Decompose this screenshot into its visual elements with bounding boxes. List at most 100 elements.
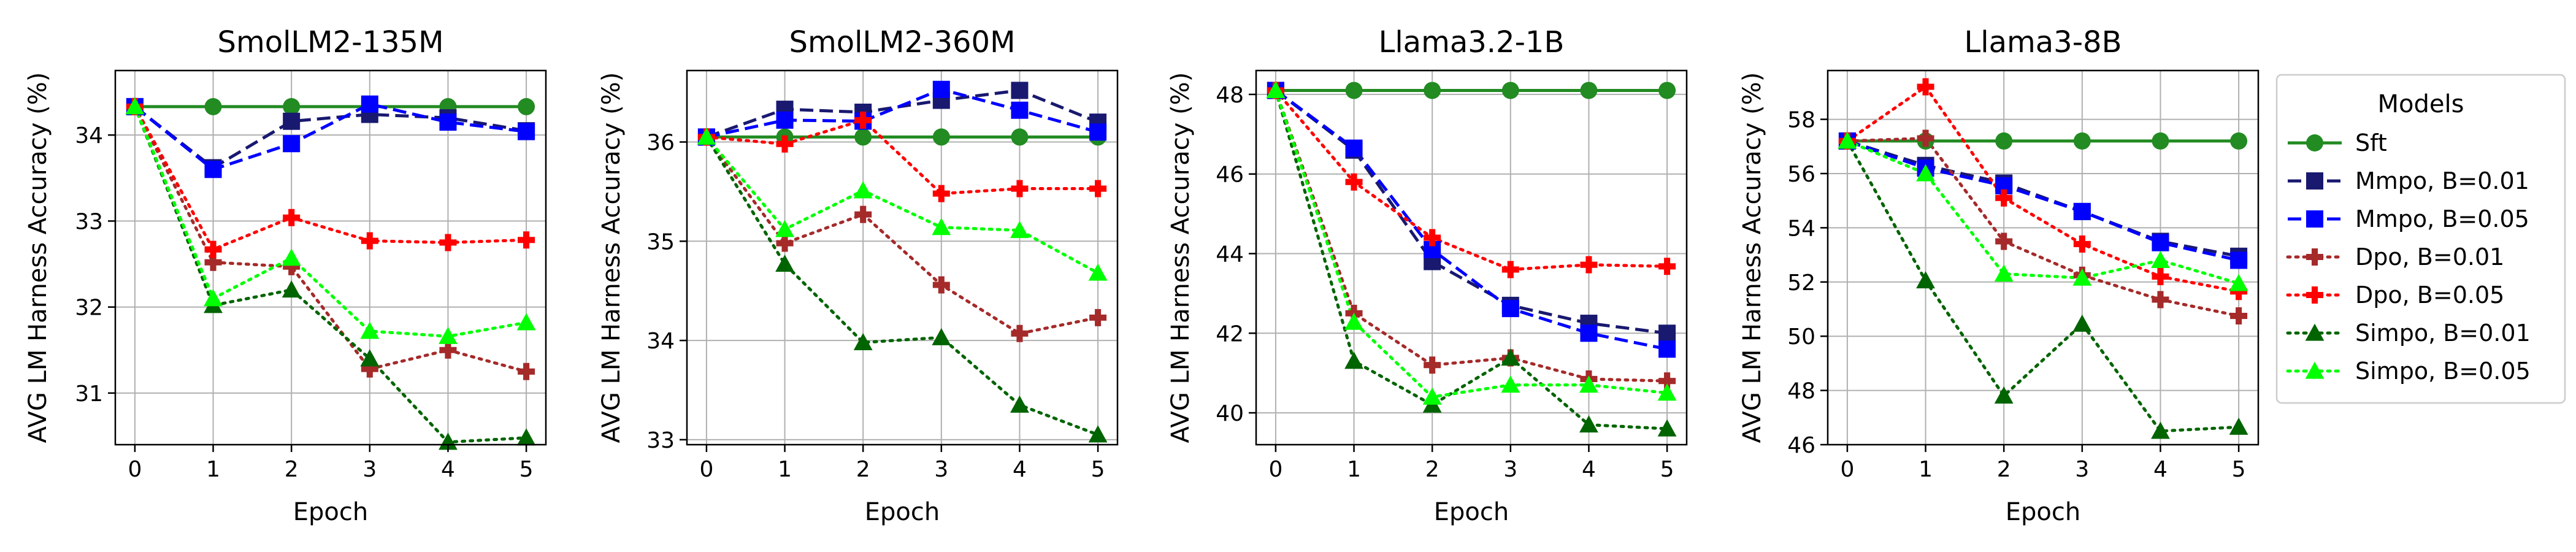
data-point	[1658, 372, 1676, 390]
data-point	[1916, 271, 1935, 289]
y-axis-label: AVG LM Harness Accuracy (%)	[597, 72, 626, 443]
legend-title: Models	[2378, 90, 2464, 118]
y-tick-label: 56	[1787, 162, 1815, 187]
data-point	[1580, 256, 1598, 274]
x-tick-label: 2	[856, 457, 870, 482]
y-tick-label: 31	[75, 381, 103, 407]
chart-title: SmolLM2-135M	[218, 25, 444, 59]
series-line	[706, 88, 1098, 139]
data-point	[2229, 274, 2248, 291]
data-point	[204, 161, 222, 178]
data-point	[439, 341, 457, 359]
y-tick-label: 48	[1787, 379, 1815, 404]
legend-label: Dpo, B=0.01	[2355, 243, 2504, 270]
data-point	[2151, 251, 2170, 269]
x-tick-label: 5	[1660, 457, 1674, 482]
data-point	[283, 135, 301, 153]
data-point	[2152, 291, 2169, 309]
x-axis-label: Epoch	[865, 498, 940, 526]
data-point	[2229, 417, 2248, 435]
x-tick-label: 0	[128, 457, 142, 482]
x-tick-label: 1	[1919, 457, 1933, 482]
data-point	[2073, 132, 2091, 150]
series-line	[1846, 85, 2241, 293]
y-tick-label: 35	[646, 229, 675, 255]
data-point	[1088, 263, 1108, 281]
legend-marker	[2306, 172, 2323, 190]
data-point	[1501, 375, 1520, 393]
x-tick-label: 2	[285, 457, 299, 482]
legend-label: Dpo, B=0.05	[2355, 282, 2504, 309]
data-point	[439, 432, 458, 450]
y-tick-label: 52	[1787, 270, 1815, 296]
data-point	[1995, 232, 2013, 250]
data-point	[932, 328, 951, 345]
y-tick-label: 34	[75, 123, 103, 148]
series-line	[134, 102, 527, 171]
x-tick-label: 4	[441, 457, 455, 482]
legend-marker	[2305, 323, 2325, 341]
legend-label: Simpo, B=0.05	[2355, 358, 2531, 385]
series-line	[133, 105, 528, 251]
data-point	[518, 123, 535, 140]
series-line	[1846, 137, 2241, 318]
legend-marker	[2306, 286, 2323, 304]
y-tick-label: 46	[1216, 163, 1244, 188]
data-point	[439, 326, 458, 344]
data-point	[2072, 314, 2092, 332]
y-axis-label: AVG LM Harness Accuracy (%)	[1167, 72, 1195, 443]
data-point	[204, 98, 222, 115]
plot-frame	[686, 69, 1119, 446]
data-point	[439, 234, 457, 251]
data-point	[1011, 324, 1029, 342]
chart-title: Llama3-8B	[1965, 25, 2122, 59]
legend: Models Sft Mmpo, B=0.01 Mmpo, B=0.05 Dpo, B=…	[2275, 74, 2566, 404]
data-point	[1089, 309, 1107, 326]
data-point	[776, 111, 794, 129]
data-point	[361, 360, 378, 378]
panel-4: 0 1 2 3 4 5 46 48 50 52 54 56 58 Llama3-8B Epoch AVG LM…	[1738, 25, 2260, 526]
data-point	[1994, 386, 2014, 404]
x-tick-label: 0	[699, 457, 713, 482]
data-point	[854, 111, 872, 129]
series-line	[705, 118, 1100, 196]
series-line	[1846, 139, 2241, 285]
legend-marker	[2306, 248, 2323, 266]
data-point	[932, 276, 950, 294]
data-point	[1088, 425, 1108, 443]
x-tick-label: 3	[362, 457, 377, 482]
data-point	[2152, 132, 2169, 150]
data-point	[361, 95, 378, 113]
data-point	[1580, 324, 1598, 342]
data-point	[2230, 132, 2248, 150]
legend-label: Sft	[2355, 129, 2387, 156]
data-point	[932, 185, 950, 202]
x-tick-label: 2	[1425, 457, 1439, 482]
y-tick-label: 40	[1216, 401, 1244, 426]
data-point	[854, 205, 872, 223]
data-point	[697, 128, 716, 145]
data-point	[1424, 229, 1441, 247]
x-tick-label: 4	[1013, 457, 1027, 482]
data-point	[518, 231, 535, 249]
series-line	[1274, 88, 1669, 431]
data-point	[932, 218, 951, 236]
data-point	[1344, 351, 1363, 369]
plot-frame	[1255, 69, 1688, 446]
data-point	[2230, 307, 2248, 325]
x-tick-label: 0	[1268, 457, 1282, 482]
x-tick-label: 5	[1091, 457, 1105, 482]
data-point	[1424, 356, 1441, 374]
data-point	[204, 289, 223, 307]
series-line	[1847, 139, 2239, 262]
x-tick-label: 3	[2075, 457, 2089, 482]
data-point	[1424, 82, 1441, 99]
x-tick-label: 1	[778, 457, 792, 482]
data-point	[932, 80, 950, 98]
data-point	[1579, 415, 1598, 433]
data-point	[1345, 139, 1363, 157]
x-tick-label: 5	[519, 457, 534, 482]
data-point	[1422, 387, 1442, 405]
